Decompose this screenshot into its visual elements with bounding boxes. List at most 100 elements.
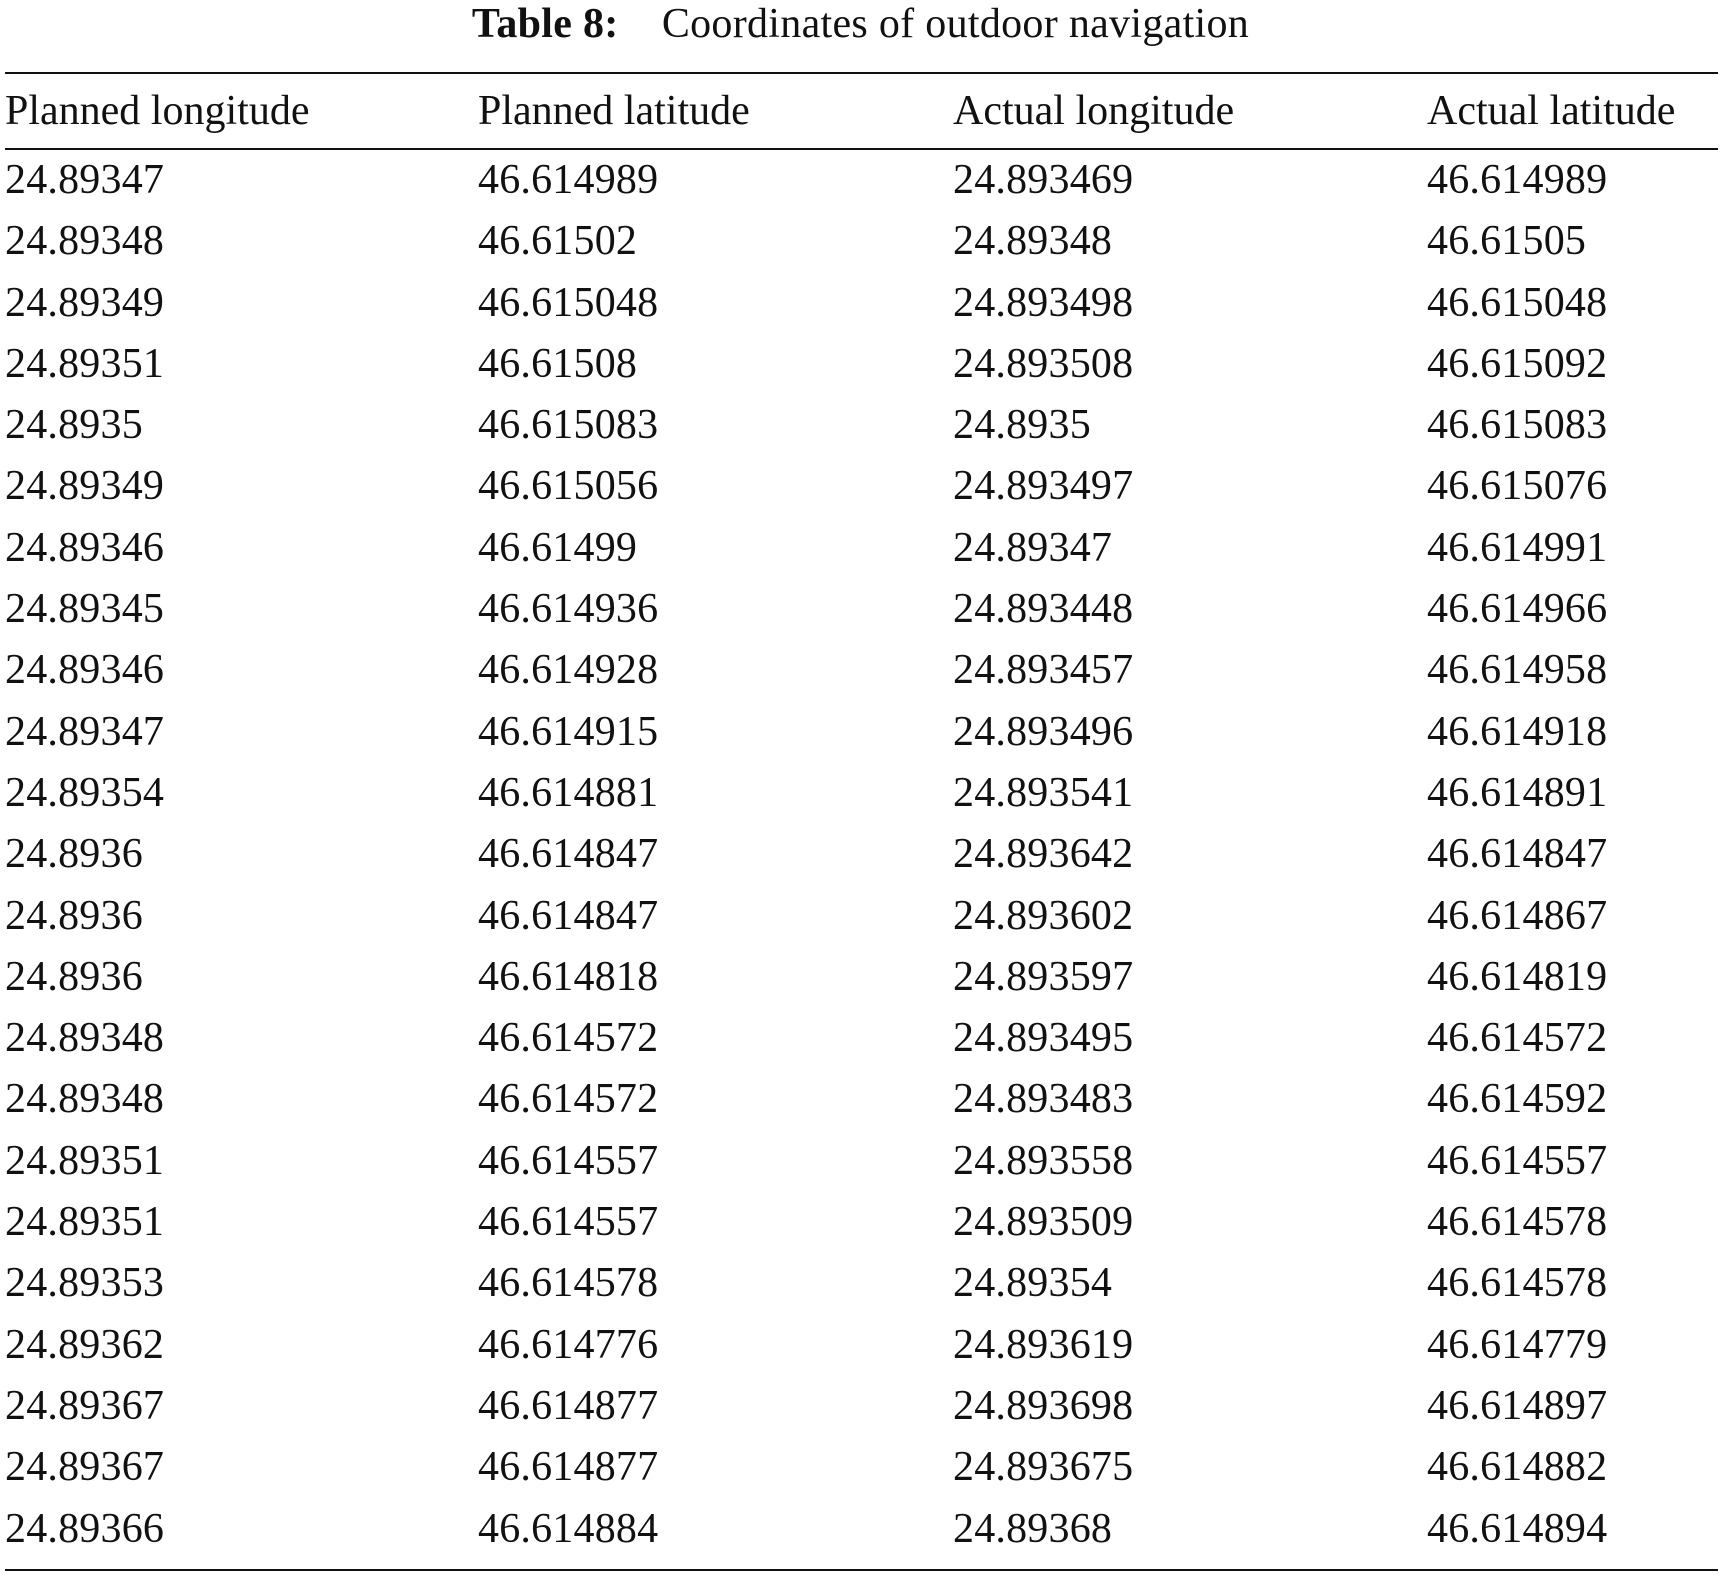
table-row: 24.89367 46.614877 24.893698 46.614897 xyxy=(5,1376,1718,1437)
cell-actual-latitude: 46.614572 xyxy=(1427,1015,1608,1062)
table-row: 24.89347 46.614989 24.893469 46.614989 xyxy=(5,150,1718,211)
cell-actual-latitude: 46.614966 xyxy=(1427,586,1608,633)
table-row: 24.8936 46.614847 24.893602 46.614867 xyxy=(5,886,1718,947)
table-row: 24.89348 46.614572 24.893483 46.614592 xyxy=(5,1069,1718,1130)
cell-actual-longitude: 24.893496 xyxy=(953,708,1134,755)
cell-planned-latitude: 46.614989 xyxy=(478,157,659,203)
table-row: 24.89347 46.614915 24.893496 46.614918 xyxy=(5,702,1718,763)
table-row: 24.8936 46.614847 24.893642 46.614847 xyxy=(5,824,1718,885)
cell-actual-longitude: 24.893469 xyxy=(953,157,1134,203)
cell-planned-longitude: 24.8936 xyxy=(5,892,143,939)
cell-planned-longitude: 24.89351 xyxy=(5,1137,165,1184)
cell-actual-longitude: 24.893509 xyxy=(953,1199,1134,1246)
cell-actual-longitude: 24.893602 xyxy=(953,892,1134,939)
cell-planned-longitude: 24.89348 xyxy=(5,1076,165,1123)
cell-planned-longitude: 24.89351 xyxy=(5,340,165,387)
table-body: 24.89347 46.614989 24.893469 46.614989 24.89… xyxy=(5,150,1718,1560)
cell-planned-latitude: 46.614881 xyxy=(478,769,659,816)
cell-actual-latitude: 46.615092 xyxy=(1427,340,1608,387)
cell-planned-latitude: 46.614847 xyxy=(478,892,659,939)
cell-actual-latitude: 46.614779 xyxy=(1427,1321,1608,1368)
cell-planned-latitude: 46.614936 xyxy=(478,586,659,633)
table-row: 24.89362 46.614776 24.893619 46.614779 xyxy=(5,1315,1718,1376)
cell-actual-latitude: 46.614918 xyxy=(1427,708,1608,755)
cell-actual-longitude: 24.893498 xyxy=(953,279,1134,326)
cell-planned-latitude: 46.61499 xyxy=(478,524,638,571)
table-row: 24.89351 46.614557 24.893558 46.614557 xyxy=(5,1131,1718,1192)
cell-planned-latitude: 46.614915 xyxy=(478,708,659,755)
cell-planned-longitude: 24.89354 xyxy=(5,769,165,816)
cell-actual-latitude: 46.615083 xyxy=(1427,402,1608,449)
cell-actual-longitude: 24.893597 xyxy=(953,953,1134,1000)
cell-planned-latitude: 46.614847 xyxy=(478,831,659,878)
cell-planned-longitude: 24.89349 xyxy=(5,463,165,510)
cell-planned-longitude: 24.89348 xyxy=(5,1015,165,1062)
cell-actual-latitude: 46.61505 xyxy=(1427,218,1587,265)
column-header-actual-latitude: Actual latitude xyxy=(1427,88,1676,134)
cell-planned-latitude: 46.615083 xyxy=(478,402,659,449)
cell-planned-latitude: 46.614578 xyxy=(478,1260,659,1307)
cell-actual-latitude: 46.614557 xyxy=(1427,1137,1608,1184)
table-row: 24.89346 46.61499 24.89347 46.614991 xyxy=(5,518,1718,579)
cell-actual-latitude: 46.614991 xyxy=(1427,524,1608,571)
cell-actual-latitude: 46.614894 xyxy=(1427,1505,1608,1552)
table-row: 24.8936 46.614818 24.893597 46.614819 xyxy=(5,947,1718,1008)
cell-planned-longitude: 24.89366 xyxy=(5,1505,165,1552)
column-header-planned-latitude: Planned latitude xyxy=(478,88,750,134)
cell-actual-longitude: 24.893508 xyxy=(953,340,1134,387)
cell-planned-latitude: 46.614877 xyxy=(478,1382,659,1429)
cell-actual-latitude: 46.614867 xyxy=(1427,892,1608,939)
cell-planned-longitude: 24.89362 xyxy=(5,1321,165,1368)
cell-planned-latitude: 46.615048 xyxy=(478,279,659,326)
cell-actual-longitude: 24.893483 xyxy=(953,1076,1134,1123)
cell-actual-latitude: 46.614891 xyxy=(1427,769,1608,816)
table-caption-title: Coordinates of outdoor navigation xyxy=(661,1,1250,47)
cell-planned-longitude: 24.8936 xyxy=(5,831,143,878)
cell-planned-latitude: 46.614884 xyxy=(478,1505,659,1552)
cell-actual-longitude: 24.893558 xyxy=(953,1137,1134,1184)
cell-actual-longitude: 24.89348 xyxy=(953,218,1113,265)
cell-planned-longitude: 24.8936 xyxy=(5,953,143,1000)
cell-planned-longitude: 24.89347 xyxy=(5,708,165,755)
cell-planned-latitude: 46.614928 xyxy=(478,647,659,694)
table-header-rule xyxy=(5,148,1718,150)
cell-actual-latitude: 46.614989 xyxy=(1427,157,1608,203)
cell-planned-longitude: 24.89353 xyxy=(5,1260,165,1307)
cell-actual-latitude: 46.614882 xyxy=(1427,1444,1608,1491)
table-top-rule xyxy=(5,72,1718,74)
table-row: 24.89366 46.614884 24.89368 46.614894 xyxy=(5,1499,1718,1560)
cell-planned-latitude: 46.614572 xyxy=(478,1076,659,1123)
cell-planned-longitude: 24.89351 xyxy=(5,1199,165,1246)
table-caption-label: Table 8: xyxy=(471,1,619,47)
cell-planned-longitude: 24.89347 xyxy=(5,157,165,203)
cell-actual-longitude: 24.893448 xyxy=(953,586,1134,633)
cell-planned-latitude: 46.614776 xyxy=(478,1321,659,1368)
cell-actual-longitude: 24.89354 xyxy=(953,1260,1113,1307)
cell-actual-longitude: 24.89368 xyxy=(953,1505,1113,1552)
cell-planned-latitude: 46.614557 xyxy=(478,1199,659,1246)
cell-planned-longitude: 24.89349 xyxy=(5,279,165,326)
cell-planned-latitude: 46.61502 xyxy=(478,218,638,265)
table-row: 24.89348 46.61502 24.89348 46.61505 xyxy=(5,211,1718,272)
cell-actual-latitude: 46.614897 xyxy=(1427,1382,1608,1429)
cell-actual-longitude: 24.893619 xyxy=(953,1321,1134,1368)
cell-planned-latitude: 46.614877 xyxy=(478,1444,659,1491)
cell-actual-latitude: 46.614819 xyxy=(1427,953,1608,1000)
table-row: 24.89348 46.614572 24.893495 46.614572 xyxy=(5,1008,1718,1069)
table-header-row: Planned longitude Planned latitude Actua… xyxy=(5,74,1718,148)
cell-actual-latitude: 46.615076 xyxy=(1427,463,1608,510)
cell-actual-latitude: 46.614578 xyxy=(1427,1260,1608,1307)
table-row: 24.89349 46.615056 24.893497 46.615076 xyxy=(5,456,1718,517)
cell-actual-latitude: 46.614578 xyxy=(1427,1199,1608,1246)
cell-actual-longitude: 24.893698 xyxy=(953,1382,1134,1429)
cell-actual-latitude: 46.614592 xyxy=(1427,1076,1608,1123)
column-header-planned-longitude: Planned longitude xyxy=(5,88,310,134)
coordinates-table: Planned longitude Planned latitude Actua… xyxy=(5,74,1718,1560)
cell-actual-longitude: 24.89347 xyxy=(953,524,1113,571)
table-row: 24.89367 46.614877 24.893675 46.614882 xyxy=(5,1437,1718,1498)
cell-planned-longitude: 24.89367 xyxy=(5,1382,165,1429)
cell-planned-latitude: 46.615056 xyxy=(478,463,659,510)
table-row: 24.89351 46.61508 24.893508 46.615092 xyxy=(5,334,1718,395)
cell-planned-longitude: 24.89345 xyxy=(5,586,165,633)
table-row: 24.8935 46.615083 24.8935 46.615083 xyxy=(5,395,1718,456)
